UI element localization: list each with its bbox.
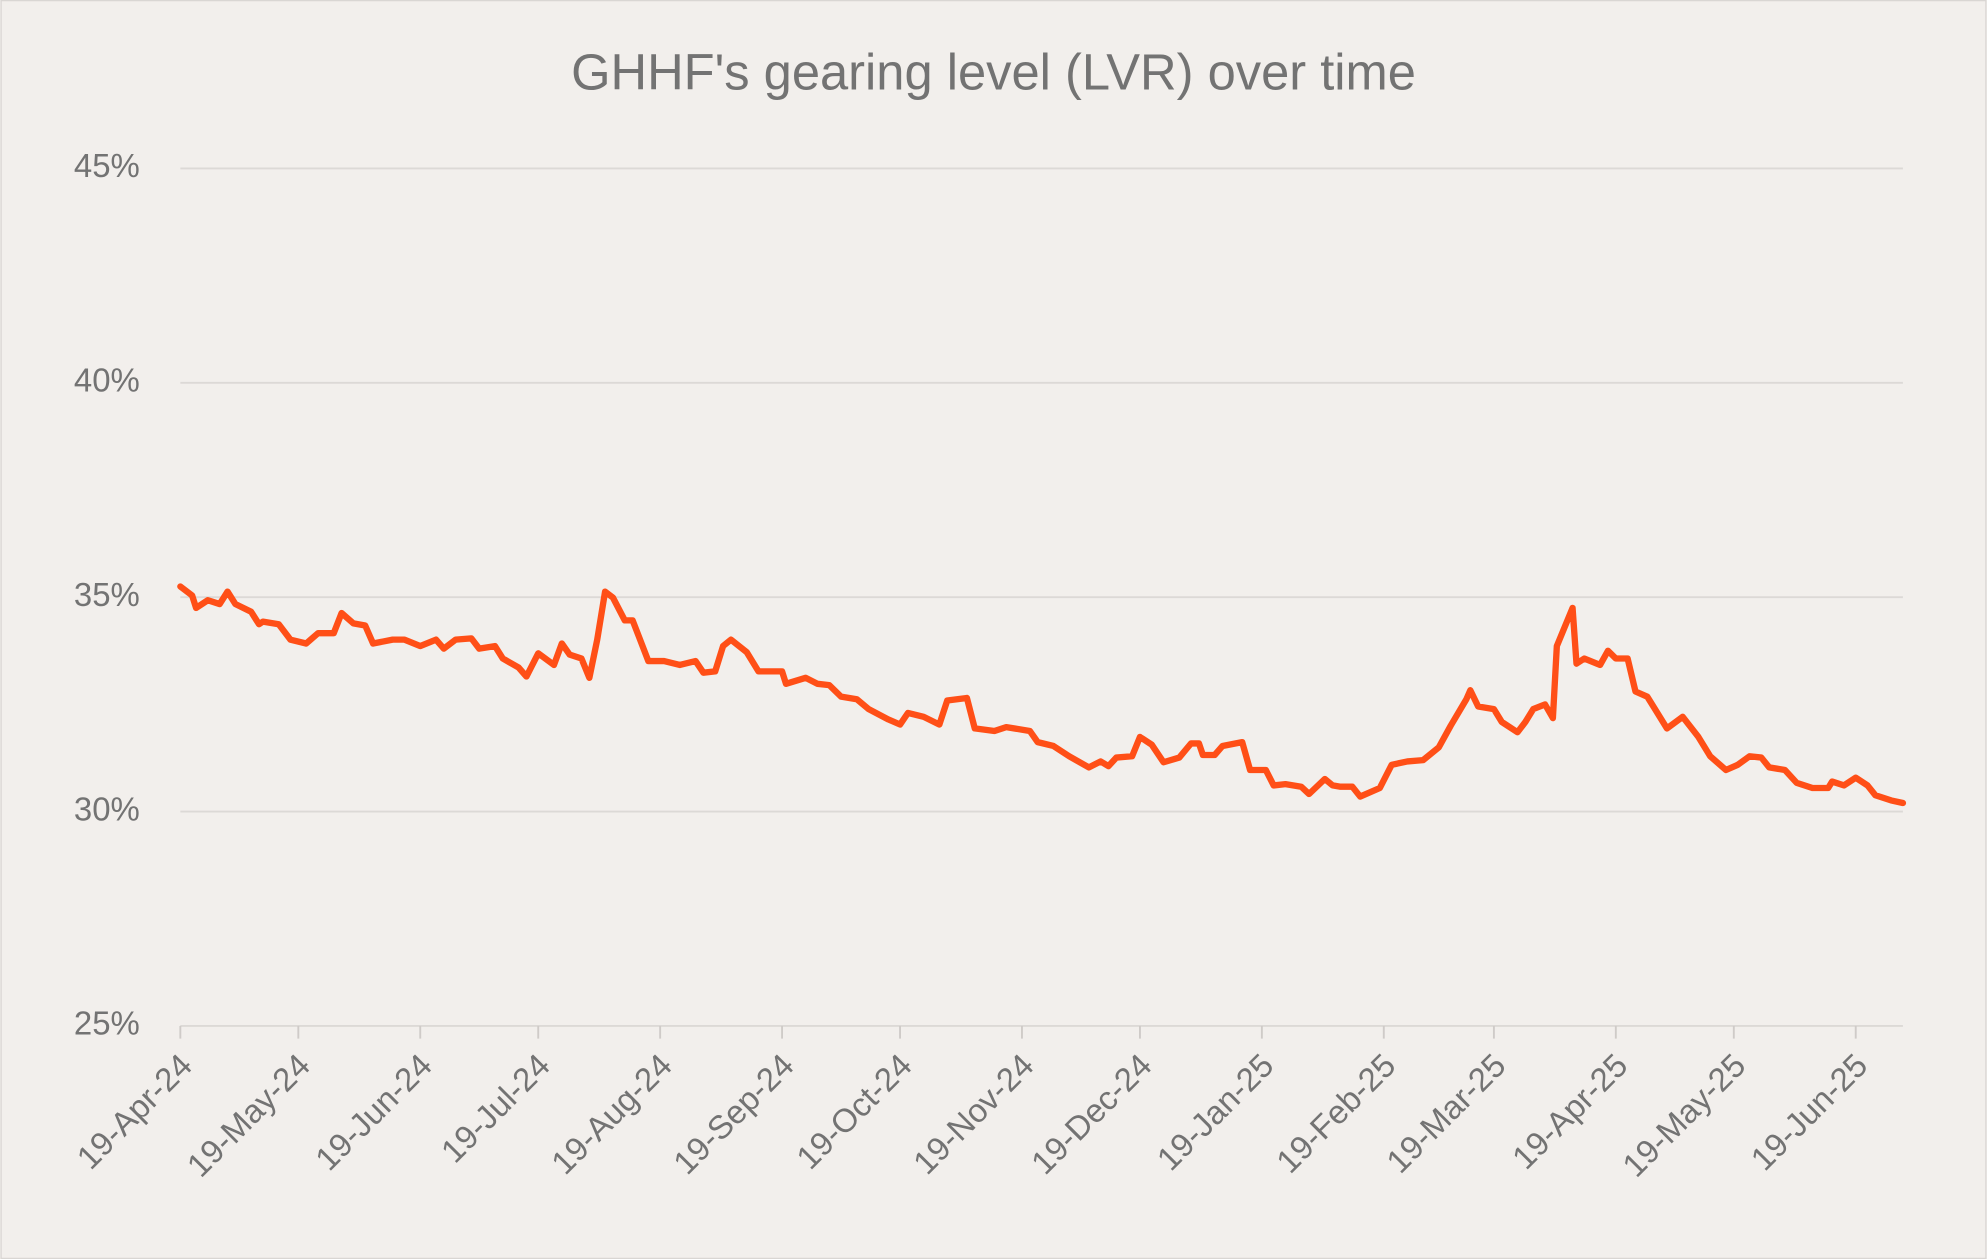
chart-title: GHHF's gearing level (LVR) over time [571, 43, 1416, 100]
data-line [177, 583, 1907, 807]
y-tick-label: 45% [74, 147, 140, 184]
y-tick-label: 40% [74, 362, 140, 399]
y-tick-label: 30% [74, 790, 140, 827]
y-tick-label: 35% [74, 576, 140, 613]
y-tick-label: 25% [74, 1005, 140, 1042]
